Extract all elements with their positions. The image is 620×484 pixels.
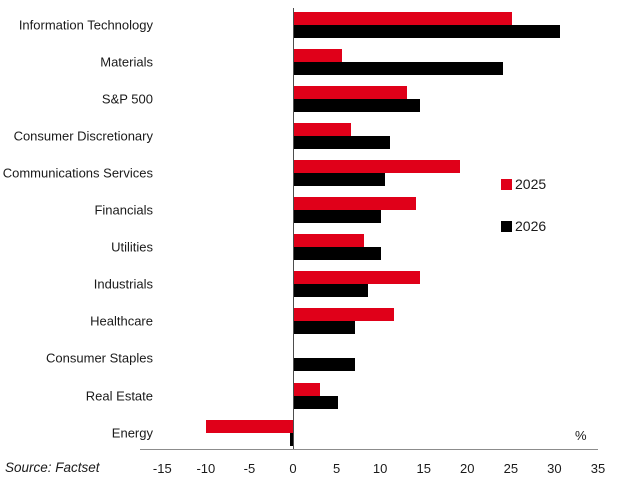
- tick-label: 20: [460, 461, 475, 476]
- x-axis-unit-label: %: [575, 428, 587, 443]
- bar-2025: [294, 197, 416, 210]
- legend-label: 2025: [515, 176, 547, 192]
- category-label: Utilities: [111, 239, 153, 255]
- source-note: Source: Factset: [5, 460, 100, 475]
- zero-axis-line: [293, 8, 294, 449]
- bar-2026: [294, 284, 369, 298]
- legend-label: 2026: [515, 218, 547, 234]
- tick-label: 30: [547, 461, 562, 476]
- tick-label: 10: [372, 461, 388, 476]
- category-label: Real Estate: [85, 388, 153, 403]
- tick-label: -5: [243, 461, 256, 476]
- category-label: Energy: [111, 425, 153, 441]
- bar-2025: [294, 48, 342, 62]
- bar-2026: [294, 98, 421, 112]
- legend-swatch-2026: [501, 220, 512, 232]
- bar-2025: [205, 419, 293, 433]
- category-label: Industrials: [93, 276, 153, 292]
- bar-2026: [290, 432, 293, 446]
- category-label: Communications Services: [2, 165, 153, 181]
- bar-2025: [294, 122, 351, 136]
- bar-2025: [294, 308, 395, 322]
- tick-label: 5: [332, 461, 341, 476]
- bar-2025: [294, 382, 321, 396]
- category-label: Consumer Discretionary: [13, 128, 153, 144]
- bar-2026: [294, 247, 382, 261]
- category-label: S&P 500: [101, 91, 153, 107]
- category-label: Materials: [100, 54, 153, 70]
- category-label: Information Technology: [18, 17, 153, 32]
- tick-label: 15: [416, 461, 431, 476]
- bar-2026: [294, 210, 382, 223]
- bar-2025: [294, 85, 408, 99]
- category-label: Financials: [94, 202, 153, 218]
- bar-2026: [294, 358, 355, 372]
- tick-label: 25: [503, 461, 519, 476]
- category-label: Healthcare: [90, 313, 153, 329]
- tick-label: -10: [196, 461, 216, 476]
- legend-swatch-2025: [501, 178, 512, 190]
- bar-2026: [294, 24, 560, 38]
- bar-2026: [294, 321, 355, 335]
- bar-2025: [294, 11, 512, 25]
- x-axis-line: [140, 449, 598, 450]
- tick-label: -15: [152, 461, 172, 476]
- category-label: Consumer Staples: [46, 350, 153, 366]
- bar-2026: [294, 135, 390, 149]
- legend-item-2026: 2026: [501, 218, 546, 234]
- tick-label: 0: [289, 461, 297, 476]
- bar-2026: [294, 172, 386, 186]
- bar-2025: [294, 271, 421, 285]
- tick-label: 35: [590, 461, 606, 476]
- bar-2026: [294, 395, 338, 409]
- bar-2025: [294, 159, 460, 173]
- legend-item-2025: 2025: [501, 176, 546, 192]
- bar-2025: [294, 234, 364, 248]
- bar-2026: [294, 61, 504, 75]
